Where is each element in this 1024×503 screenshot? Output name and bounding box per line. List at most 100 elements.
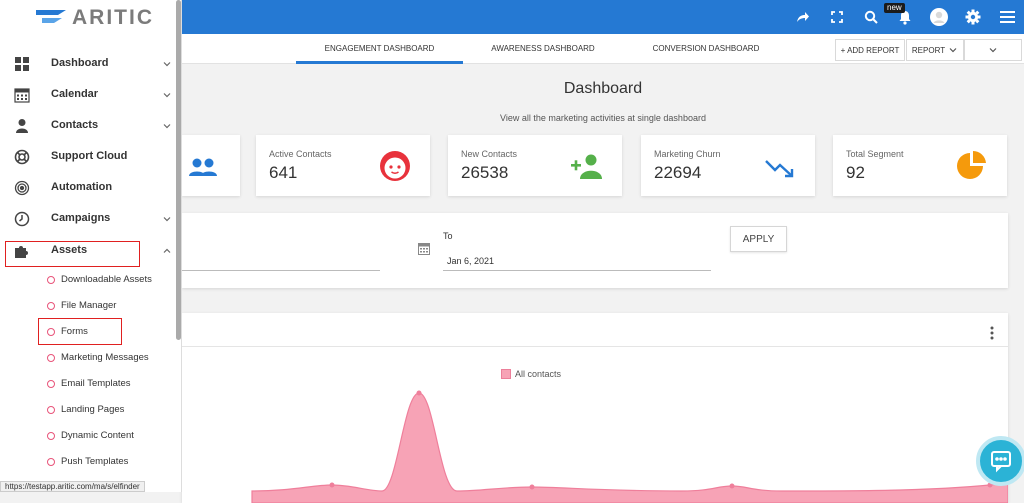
add-report-button[interactable]: + ADD REPORT (835, 39, 905, 61)
legend-label[interactable]: All contacts (515, 369, 562, 379)
tab-awareness-dashboard[interactable]: AWARENESS DASHBOARD (491, 44, 595, 53)
bullet-circle-icon (47, 302, 55, 310)
stat-card-active-contacts: Active Contacts 641 (256, 135, 430, 196)
bullet-circle-icon (47, 458, 55, 466)
sidebar-item-label: Calendar (51, 88, 99, 100)
card-label: Total Segment (846, 149, 904, 159)
calendar-icon (14, 88, 30, 103)
logo-mark-icon (36, 10, 66, 23)
area-series-all-contacts (251, 392, 1008, 503)
chevron-down-icon (989, 48, 997, 53)
sidebar-subitem-label: File Manager (61, 300, 117, 311)
person-icon (16, 119, 28, 133)
sidebar-subitem-label: Downloadable Assets (61, 274, 152, 285)
sidebar-subitem-push-templates[interactable]: Push Templates (0, 451, 182, 473)
sidebar-subitem-file-manager[interactable]: File Manager (0, 295, 182, 317)
sidebar-subitem-marketing-messages[interactable]: Marketing Messages (0, 347, 182, 369)
chart-menu-button[interactable] (989, 326, 995, 342)
share-button[interactable] (786, 0, 820, 34)
settings-button[interactable] (956, 0, 990, 34)
fullscreen-icon (831, 11, 843, 23)
calendar-icon (418, 243, 430, 255)
bullet-circle-icon (47, 406, 55, 414)
data-point (529, 484, 535, 490)
data-point (416, 390, 422, 396)
top-icons: new (786, 0, 1024, 34)
sidebar-subitem-label: Dynamic Content (61, 430, 134, 441)
chevron-down-icon (163, 124, 171, 129)
sidebar-item-label: Automation (51, 181, 113, 193)
contacts-chart-panel: All contacts (182, 313, 1008, 503)
sidebar-subitem-label: Email Templates (61, 378, 131, 389)
chat-widget-button[interactable] (976, 436, 1024, 486)
tab-engagement-dashboard[interactable]: ENGAGEMENT DASHBOARD (296, 34, 463, 64)
date-filter-panel: To Jan 6, 2021 APPLY (182, 213, 1008, 288)
trending-down-icon (765, 160, 794, 178)
notifications-button[interactable]: new (884, 0, 922, 34)
sidebar-item-contacts[interactable]: Contacts (0, 111, 182, 141)
fullscreen-button[interactable] (820, 0, 854, 34)
sidebar-subitem-label: Push Templates (61, 456, 129, 467)
sidebar-subitem-label: Marketing Messages (61, 352, 149, 363)
options-dropdown-button[interactable] (964, 39, 1022, 61)
highlight-box-assets (5, 241, 140, 267)
page-subtitle: View all the marketing activities at sin… (500, 113, 706, 123)
card-value: 92 (846, 163, 865, 182)
sidebar-subitem-downloadable-assets[interactable]: Downloadable Assets (0, 269, 182, 291)
dashboard-tabs-bar: ENGAGEMENT DASHBOARD AWARENESS DASHBOARD… (182, 34, 1024, 64)
logo-text: ARITIC (72, 6, 154, 29)
chat-bubble-icon (991, 451, 1011, 473)
sidebar-subitem-label: Forms (61, 326, 88, 337)
bullet-circle-icon (47, 328, 55, 336)
card-label: Active Contacts (269, 149, 332, 159)
aritic-logo: ARITIC (36, 4, 166, 32)
sidebar-item-calendar[interactable]: Calendar (0, 80, 182, 110)
apply-button[interactable]: APPLY (730, 226, 787, 252)
tab-conversion-dashboard[interactable]: CONVERSION DASHBOARD (652, 44, 760, 53)
stat-card-marketing-churn: Marketing Churn 22694 (641, 135, 815, 196)
data-point (729, 483, 735, 489)
dashboard-grid-icon (15, 57, 29, 71)
sidebar-item-campaigns[interactable]: Campaigns (0, 204, 182, 234)
sidebar-subitem-email-templates[interactable]: Email Templates (0, 373, 182, 395)
sidebar-subitem-label: Landing Pages (61, 404, 125, 415)
search-button[interactable] (854, 0, 888, 34)
card-value: 26538 (461, 163, 509, 182)
sidebar-item-label: Support Cloud (51, 150, 128, 162)
sidebar-item-label: Assets (51, 244, 88, 256)
sidebar-item-label: Dashboard (51, 57, 109, 69)
puzzle-icon (15, 246, 28, 258)
report-dropdown-button[interactable]: REPORT (906, 39, 964, 61)
contacts-area-chart (251, 390, 1008, 503)
bullet-circle-icon (47, 276, 55, 284)
bullet-circle-icon (47, 354, 55, 362)
chart-panel-header (182, 313, 1008, 347)
stat-card-total-segment: Total Segment 92 (833, 135, 1007, 196)
chevron-down-icon (163, 217, 171, 222)
clock-icon (14, 211, 30, 227)
gear-icon (965, 9, 981, 25)
user-avatar-button[interactable] (922, 0, 956, 34)
add-user-icon (571, 154, 602, 179)
sidebar-item-assets[interactable]: Assets (0, 236, 182, 266)
smiley-face-icon (380, 151, 410, 181)
sidebar-subitem-dynamic-content[interactable]: Dynamic Content (0, 425, 182, 447)
sidebar-item-support-cloud[interactable]: Support Cloud (0, 142, 182, 172)
stat-card-hidden (182, 135, 240, 196)
bullet-circle-icon (47, 432, 55, 440)
sidebar-item-automation[interactable]: Automation (0, 173, 182, 203)
sidebar-subitem-landing-pages[interactable]: Landing Pages (0, 399, 182, 421)
data-point (329, 482, 335, 488)
page-title: Dashboard (563, 80, 643, 97)
menu-button[interactable] (990, 0, 1024, 34)
share-icon (797, 12, 809, 22)
sidebar-item-label: Campaigns (51, 212, 111, 224)
to-date-input[interactable]: Jan 6, 2021 (443, 249, 711, 271)
highlight-box-forms (38, 318, 122, 345)
hamburger-icon (999, 11, 1015, 23)
target-icon (14, 180, 30, 196)
sidebar-item-dashboard[interactable]: Dashboard (0, 49, 182, 79)
sidebar-scrollbar[interactable] (176, 0, 181, 340)
sidebar-subitem-forms[interactable]: Forms (0, 321, 182, 343)
chevron-up-icon (163, 248, 171, 253)
